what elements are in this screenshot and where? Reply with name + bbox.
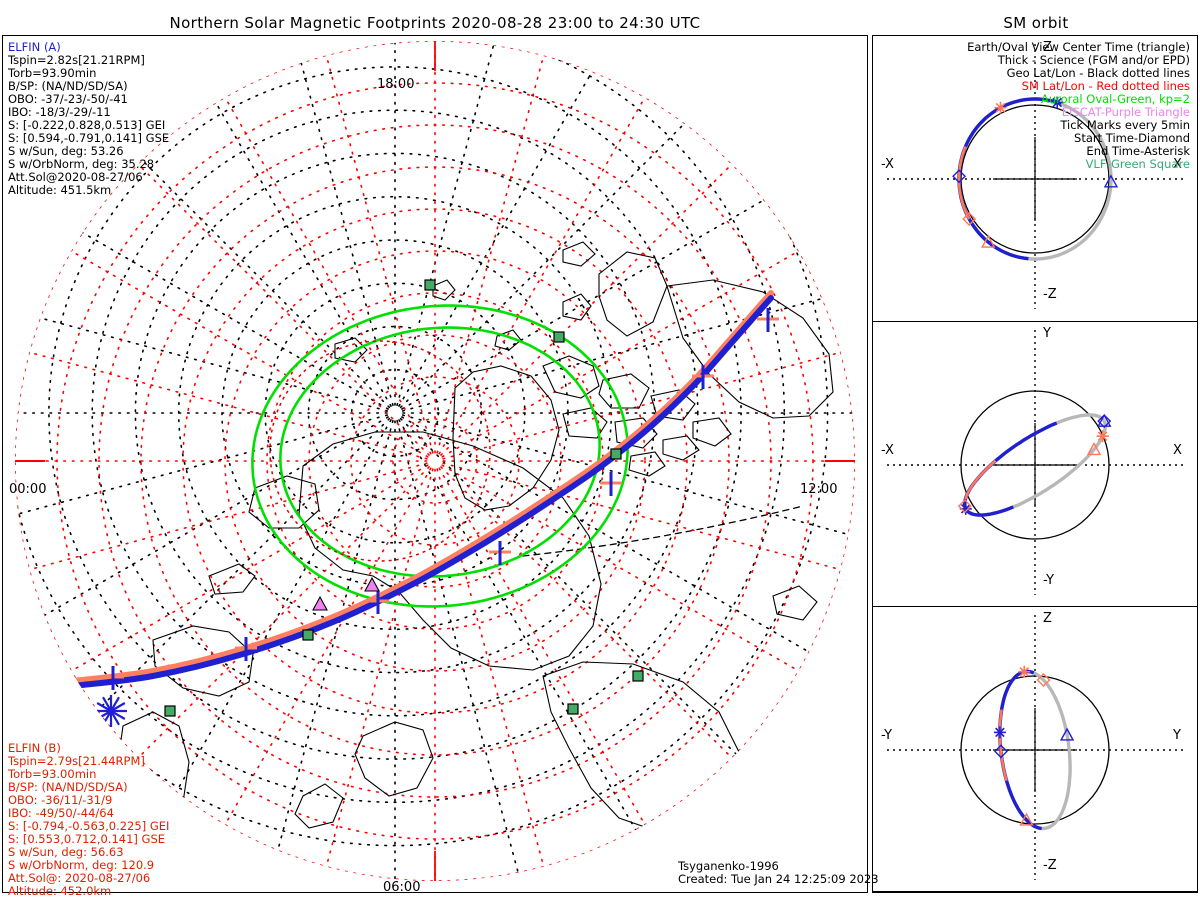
axis-label-left-yz: -Y (881, 728, 893, 743)
axis-label-left-xy: -X (881, 443, 894, 458)
orbit-plane-xz: Z -Z -X X (873, 36, 1197, 321)
orbit-plane-svg-xy (887, 330, 1183, 595)
axis-label-bottom-yz: -Z (1043, 858, 1057, 873)
axis-label-top-xz: Z (1043, 40, 1052, 55)
info-line: S w/Sun, deg: 53.26 (8, 144, 124, 158)
orbit-panel-title: SM orbit (1003, 14, 1069, 32)
info-line: Att.Sol@: 2020-08-27/06 (8, 871, 151, 885)
legend-entry: Earth/Oval View Center Time (triangle) (967, 40, 1190, 54)
credits-block: Tsyganenko-1996 Created: Tue Jan 24 12:2… (678, 860, 879, 886)
polar-map-svg (15, 41, 855, 881)
orbit-plane-svg-xz (887, 44, 1183, 309)
mlt-label-left: 00:00 (9, 482, 47, 497)
mlt-label-right: 12:00 (800, 482, 838, 497)
legend-entry: Thick - Science (FGM and/or EPD) (997, 53, 1190, 67)
info-line: S: [-0.794,-0.563,0.225] GEI (8, 819, 170, 833)
info-line: OBO: -36/11/-31/9 (8, 793, 113, 807)
orbit-plane-svg-yz (887, 615, 1183, 880)
info-line: B/SP: (NA/ND/SD/SA) (8, 79, 128, 93)
mlt-label-bottom: 06:00 (383, 880, 421, 893)
legend-block: Earth/Oval View Center Time (triangle) Th… (967, 41, 1190, 171)
info-line: S: [0.594,-0.791,0.141] GSE (8, 131, 170, 145)
elfin-b-info-block: ELFIN (B) Tspin=2.79s[21.44RPM] Torb=93.0… (8, 742, 169, 898)
legend-entry: Auroral Oval-Green, kp=2 (1040, 92, 1190, 106)
legend-entry: VLF-Green Square (1085, 157, 1190, 171)
info-line: Tspin=2.79s[21.44RPM] (8, 754, 145, 768)
created-timestamp: Created: Tue Jan 24 12:25:09 2023 (678, 872, 879, 886)
satellite-footprint-tracks (70, 290, 779, 727)
info-line: Torb=93.00min (8, 767, 97, 781)
axis-label-left-xz: -X (881, 157, 894, 172)
info-line: Tspin=2.82s[21.21RPM] (8, 53, 145, 67)
mlt-label-top: 18:00 (377, 77, 415, 92)
axis-label-right-xy: X (1173, 443, 1182, 458)
orbit-plane-xy: Y -Y -X X (873, 321, 1197, 606)
polar-map-panel: 18:00 00:00 12:00 06:00 (2, 35, 868, 893)
model-name: Tsyganenko-1996 (678, 859, 779, 873)
legend-entry: Tick Marks every 5min (1060, 118, 1190, 132)
info-line: Torb=93.90min (8, 66, 97, 80)
elfin-a-lines: Tspin=2.82s[21.21RPM] Torb=93.90min B/SP: … (8, 54, 169, 197)
axis-label-top-yz: Z (1043, 611, 1052, 626)
legend-entry: End Time-Asterisk (1086, 144, 1190, 158)
info-line: OBO: -37/-23/-50/-41 (8, 92, 128, 106)
info-line: Altitude: 451.5km (8, 183, 112, 197)
info-line: S w/Sun, deg: 56.63 (8, 845, 124, 859)
elfin-b-lines: Tspin=2.79s[21.44RPM] Torb=93.00min B/SP: … (8, 755, 169, 898)
info-line: Altitude: 452.0km (8, 884, 112, 898)
info-line: S w/OrbNorm, deg: 120.9 (8, 858, 155, 872)
orbit-plane-yz: Z -Z -Y Y (873, 606, 1197, 892)
axis-label-bottom-xy: -Y (1043, 573, 1055, 588)
elfin-a-info-block: ELFIN (A) Tspin=2.82s[21.21RPM] Torb=93.9… (8, 41, 169, 197)
elfin-a-header: ELFIN (A) (8, 40, 61, 54)
axis-label-right-yz: Y (1173, 728, 1181, 743)
elfin-b-header: ELFIN (B) (8, 741, 61, 755)
legend-entry: SM Lat/Lon - Red dotted lines (1021, 79, 1190, 93)
sm-orbit-panel: Z -Z -X X Y -Y -X X Z -Z -Y Y (872, 35, 1198, 893)
info-line: IBO: -49/50/-44/64 (8, 806, 114, 820)
axis-label-right-xz: X (1173, 157, 1182, 172)
info-line: S: [0.553,0.712,0.141] GSE (8, 832, 166, 846)
sm-latitude-circles (269, 340, 491, 562)
info-line: S: [-0.222,0.828,0.513] GEI (8, 118, 166, 132)
main-plot-title: Northern Solar Magnetic Footprints 2020-… (169, 14, 701, 32)
axis-label-top-xy: Y (1043, 326, 1051, 341)
auroral-oval-contours (251, 304, 629, 608)
info-line: IBO: -18/3/-29/-11 (8, 105, 111, 119)
info-line: B/SP: (NA/ND/SD/SA) (8, 780, 128, 794)
axis-label-bottom-xz: -Z (1043, 287, 1057, 302)
legend-entry: Geo Lat/Lon - Black dotted lines (1006, 66, 1190, 80)
info-line: S w/OrbNorm, deg: 35.28 (8, 157, 155, 171)
legend-entry: EISCAT-Purple Triangle (1061, 105, 1190, 119)
legend-entry: Start Time-Diamond (1074, 131, 1190, 145)
info-line: Att.Sol@2020-08-27/06 (8, 170, 143, 184)
ground-station-markers (164, 279, 644, 717)
